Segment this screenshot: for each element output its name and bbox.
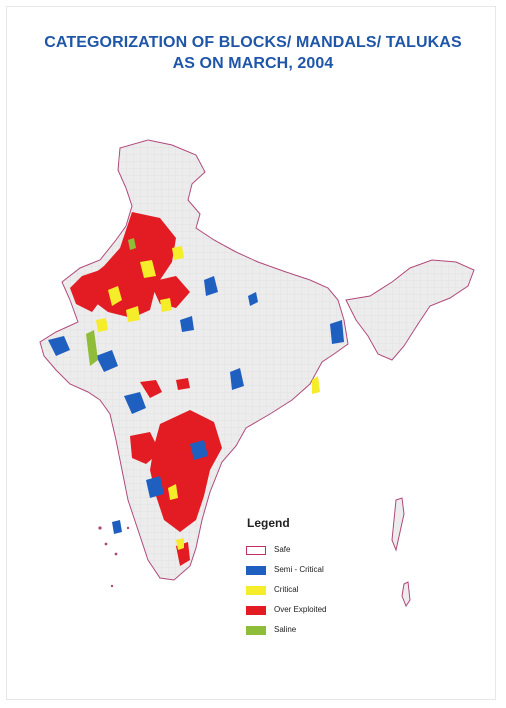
legend-swatch [246, 606, 266, 615]
legend-label: Semi - Critical [274, 565, 324, 574]
saline-areas [86, 238, 136, 366]
legend-swatch [246, 626, 266, 635]
legend-label: Critical [274, 585, 299, 594]
map-title-line-2: AS ON MARCH, 2004 [172, 55, 334, 72]
legend-swatch [246, 586, 266, 595]
legend-label: Over Exploited [274, 605, 327, 614]
legend-title: Legend [247, 516, 290, 530]
legend-label: Saline [274, 625, 297, 634]
semi-critical-areas [48, 276, 344, 534]
critical-areas [96, 246, 320, 550]
legend-swatch [246, 566, 266, 575]
legend-swatch [246, 546, 266, 555]
page-frame [6, 6, 496, 700]
andaman-nicobar-islands [391, 497, 405, 552]
lakshadweep-islands [98, 526, 130, 588]
legend-label: Safe [274, 545, 291, 554]
map-title-line-1: CATEGORIZATION OF BLOCKS/ MANDALS/ TALUK… [44, 34, 462, 51]
